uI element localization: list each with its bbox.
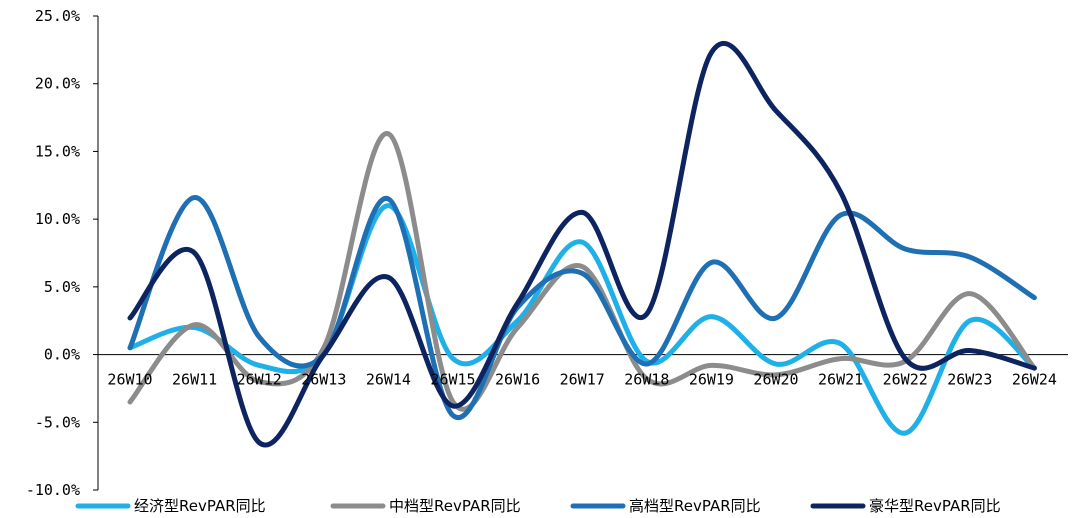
series-line-midscale — [127, 131, 1037, 412]
legend-label-midscale: 中档型RevPAR同比 — [389, 497, 521, 515]
series-line-upscale — [127, 194, 1037, 421]
x-tick-label: 26W23 — [947, 371, 992, 389]
y-tick-label: -10.0% — [26, 481, 80, 499]
x-tick-label: 26W19 — [689, 371, 734, 389]
x-tick-label: 26W16 — [495, 371, 540, 389]
y-tick-label: 0.0% — [44, 346, 80, 364]
y-tick-label: 5.0% — [44, 278, 80, 296]
x-tick-label: 26W12 — [237, 371, 282, 389]
y-tick-label: 10.0% — [35, 210, 80, 228]
legend-label-upscale: 高档型RevPAR同比 — [629, 497, 761, 515]
y-axis: -10.0% -5.0% 0.0% 5.0% 10.0% 15.0% 20.0% 25.0% — [26, 7, 99, 499]
series-line-luxury — [127, 41, 1037, 448]
series-lines — [127, 41, 1037, 448]
legend-label-luxury: 豪华型RevPAR同比 — [869, 497, 1001, 515]
x-tick-label: 26W20 — [753, 371, 798, 389]
y-tick-label: 25.0% — [35, 7, 80, 25]
y-tick-label: 20.0% — [35, 75, 80, 93]
x-tick-label: 26W10 — [107, 371, 152, 389]
y-tick-label: 15.0% — [35, 142, 80, 160]
x-tick-labels: 26W10 26W11 26W12 26W13 26W14 26W15 26W16 26W17… — [107, 371, 1057, 389]
x-tick-label: 26W17 — [560, 371, 605, 389]
x-tick-label: 26W18 — [624, 371, 669, 389]
x-tick-label: 26W24 — [1012, 371, 1057, 389]
y-tick-label: -5.0% — [35, 413, 80, 431]
x-tick-label: 26W22 — [883, 371, 928, 389]
x-tick-label: 26W15 — [430, 371, 475, 389]
x-tick-label: 26W14 — [366, 371, 411, 389]
x-tick-label: 26W13 — [301, 371, 346, 389]
legend: 经济型RevPAR同比 中档型RevPAR同比 高档型RevPAR同比 豪华型RevP… — [75, 497, 1001, 515]
x-tick-label: 26W11 — [172, 371, 217, 389]
series-line-economy — [127, 203, 1037, 436]
x-tick-label: 26W21 — [818, 371, 863, 389]
legend-label-economy: 经济型RevPAR同比 — [134, 497, 266, 515]
